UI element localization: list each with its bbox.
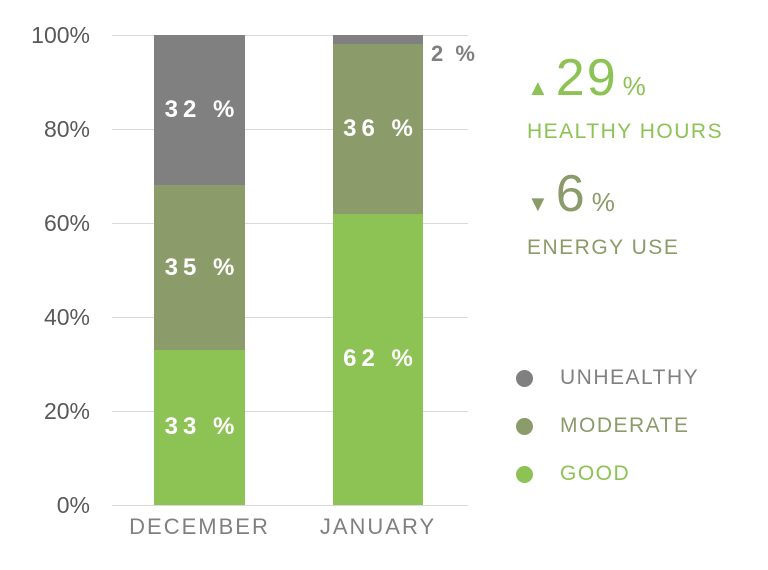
x-axis-label-january: JANUARY <box>319 514 437 539</box>
arrow-down-icon: ▼ <box>527 191 549 216</box>
stat-healthy-hours: ▲ 29 % HEALTHY HOURS <box>527 52 723 144</box>
stat-energy-use-value-row: ▼ 6 % <box>527 168 723 220</box>
legend-item-unhealthy: UNHEALTHY <box>516 366 700 389</box>
stat-energy-use-label: ENERGY USE <box>527 236 680 259</box>
legend-item-good: GOOD <box>516 462 699 485</box>
y-axis-tick-0%: 0% <box>56 492 90 518</box>
segment-value-label: 35 % <box>164 253 240 281</box>
legend-item-moderate: MODERATE <box>516 414 699 437</box>
segment-moderate-january: 36 % <box>333 44 423 214</box>
stat-healthy-hours-value-row: ▲ 29 % <box>527 52 723 104</box>
legend-label-unhealthy: UNHEALTHY <box>560 366 700 389</box>
y-axis-tick-100%: 100% <box>31 22 90 48</box>
moderate-dot-icon <box>516 417 533 435</box>
y-axis-tick-20%: 20% <box>43 398 90 424</box>
stat-energy-use-value: 6 <box>555 165 587 223</box>
stat-healthy-hours-unit: % <box>622 71 646 101</box>
segment-unhealthy-december: 32 % <box>154 35 245 186</box>
stat-energy-use: ▼ 6 % ENERGY USE <box>527 168 723 260</box>
y-axis-tick-60%: 60% <box>43 210 90 236</box>
stat-healthy-hours-value: 29 <box>555 49 618 107</box>
gridline-40% <box>112 316 468 318</box>
y-axis-tick-40%: 40% <box>43 304 90 330</box>
unhealthy-dot-icon <box>516 369 533 387</box>
stat-energy-use-unit: % <box>591 187 615 217</box>
stat-healthy-hours-label: HEALTHY HOURS <box>527 120 724 143</box>
segment-value-label: 62 % <box>343 345 418 373</box>
segment-value-label: 33 % <box>164 413 240 441</box>
segment-moderate-december: 35 % <box>154 185 245 350</box>
segment-unhealthy-january <box>333 35 423 45</box>
bar-december: 32 % 35 % 33 % <box>154 35 245 505</box>
segment-good-january: 62 % <box>333 213 423 505</box>
x-axis-label-december: DECEMBER <box>129 514 270 539</box>
legend: UNHEALTHY MODERATE GOOD <box>516 366 700 485</box>
legend-label-good: GOOD <box>560 462 631 485</box>
y-axis-tick-80%: 80% <box>43 116 90 142</box>
gridline-20% <box>112 410 468 412</box>
gridline-80% <box>112 128 468 130</box>
arrow-up-icon: ▲ <box>527 75 549 100</box>
bar-january: 36 % 62 % <box>333 35 423 505</box>
segment-value-label: 36 % <box>343 114 418 142</box>
gridline-100% <box>112 34 468 36</box>
stats-panel: ▲ 29 % HEALTHY HOURS ▼ 6 % ENERGY USE <box>527 52 723 260</box>
good-dot-icon <box>516 465 533 483</box>
segment-value-label: 32 % <box>164 96 240 124</box>
gridline-60% <box>112 222 468 224</box>
segment-value-label-external: 2 % <box>431 41 478 67</box>
gridline-0% <box>112 504 468 506</box>
legend-label-moderate: MODERATE <box>560 414 690 437</box>
segment-good-december: 33 % <box>154 349 245 505</box>
